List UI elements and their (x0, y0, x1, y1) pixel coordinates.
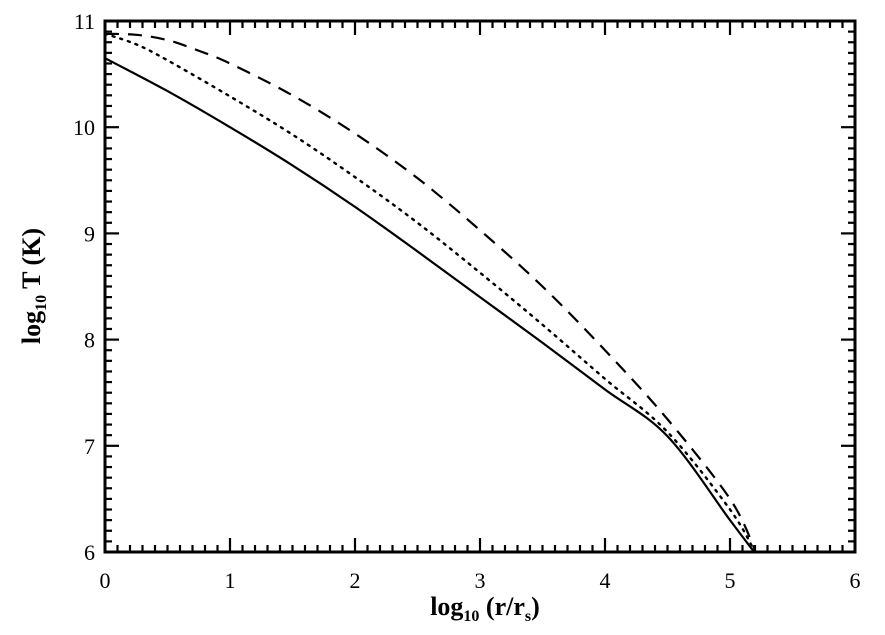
series-line-solid (104, 57, 756, 554)
tick-marks (103, 19, 857, 554)
y-tick-label: 11 (74, 9, 95, 34)
series-lines (103, 32, 757, 554)
x-tick-label: 2 (350, 568, 361, 593)
x-tick-label: 5 (725, 568, 736, 593)
x-tick-label: 4 (600, 568, 611, 593)
x-tick-label: 0 (100, 568, 111, 593)
x-tick-label: 6 (850, 568, 861, 593)
series-line-dashed (104, 32, 756, 551)
y-tick-label: 6 (84, 540, 95, 565)
y-tick-label: 8 (84, 328, 95, 353)
y-tick-labels: 6 7 8 9 10 11 (73, 9, 95, 565)
x-axis-title: log10 (r/rs) (430, 592, 540, 625)
y-tick-label: 10 (73, 115, 95, 140)
y-tick-label: 9 (84, 221, 95, 246)
x-tick-label: 3 (475, 568, 486, 593)
y-axis-title: log10 T (K) (17, 228, 50, 344)
plot-frame (103, 19, 857, 554)
y-tick-label: 7 (84, 434, 95, 459)
x-tick-label: 1 (225, 568, 236, 593)
x-tick-labels: 0 1 2 3 4 5 6 (100, 568, 861, 593)
